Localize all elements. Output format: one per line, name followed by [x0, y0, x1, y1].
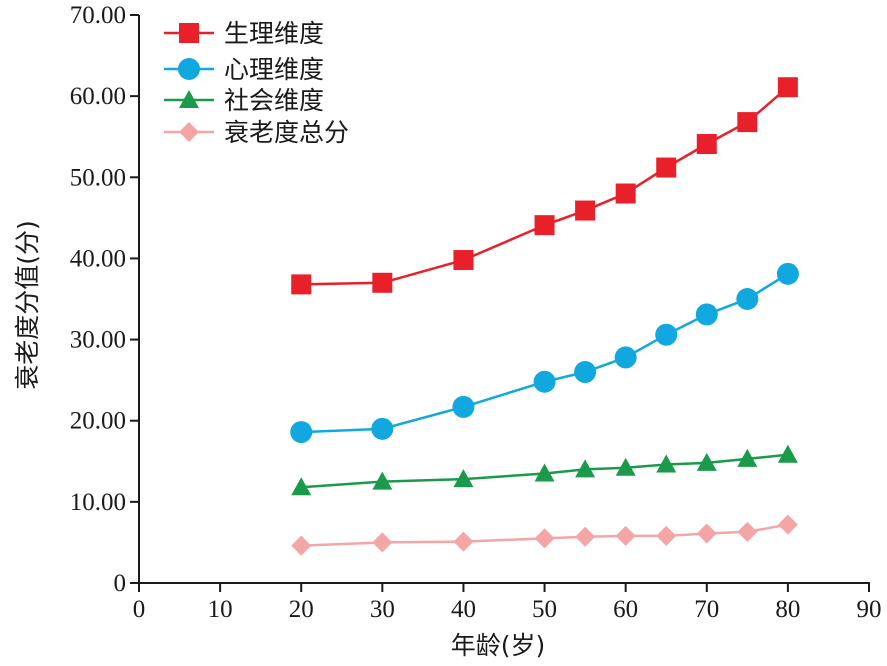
- data-point: [533, 370, 556, 393]
- x-tick-label: 10: [208, 596, 233, 623]
- y-ticks: 0 10.00 20.00 30.00 40.00 50.00 60.00 70.00: [70, 2, 139, 597]
- legend-marker: [179, 23, 199, 43]
- legend-item: 衰老度总分: [164, 118, 349, 147]
- x-tick-label: 70: [694, 596, 719, 623]
- series-layer: [290, 77, 799, 556]
- series-line: [301, 86, 789, 286]
- legend-label: 衰老度总分: [224, 118, 349, 147]
- series-line: [301, 272, 789, 434]
- y-tick-label: 0: [114, 570, 127, 597]
- data-point: [372, 471, 393, 490]
- series-line: [301, 523, 789, 547]
- y-tick-label: 10.00: [70, 489, 126, 516]
- x-tick-label: 50: [532, 596, 557, 623]
- data-point: [575, 526, 596, 547]
- legend-marker: [178, 58, 200, 80]
- data-point: [371, 417, 394, 440]
- data-point: [737, 112, 758, 133]
- data-point: [777, 77, 798, 98]
- data-point: [776, 262, 799, 285]
- x-axis-title: 年龄(岁): [451, 631, 546, 660]
- data-point: [656, 454, 677, 473]
- data-point: [736, 288, 759, 310]
- legend-item: 心理维度: [164, 55, 324, 84]
- data-point: [372, 532, 393, 553]
- data-point: [695, 303, 718, 326]
- series-line: [301, 453, 789, 489]
- legend-label: 心理维度: [224, 55, 324, 84]
- y-tick-label: 60.00: [70, 83, 126, 110]
- data-point: [737, 521, 758, 542]
- data-point: [696, 452, 717, 471]
- x-ticks: 0 10 20 30 40 50 60 70 80 90: [133, 583, 882, 623]
- data-point: [452, 395, 475, 418]
- x-tick-label: 90: [857, 596, 882, 623]
- data-point: [696, 134, 717, 155]
- x-tick-label: 80: [775, 596, 800, 623]
- data-point: [534, 528, 555, 549]
- data-point: [453, 469, 474, 488]
- y-tick-label: 40.00: [70, 245, 126, 272]
- legend-item: 社会维度: [164, 86, 324, 115]
- legend-label: 生理维度: [224, 19, 324, 48]
- data-point: [574, 361, 597, 384]
- y-tick-label: 20.00: [70, 408, 126, 435]
- data-point: [696, 523, 717, 544]
- y-tick-label: 70.00: [70, 2, 126, 29]
- series-square: [291, 77, 798, 295]
- series-triangle: [291, 444, 798, 496]
- data-point: [777, 514, 798, 535]
- x-tick-label: 40: [451, 596, 476, 623]
- y-axis-title: 衰老度分值(分): [13, 220, 42, 390]
- data-point: [615, 183, 636, 204]
- data-point: [615, 525, 636, 546]
- data-point: [291, 274, 312, 295]
- y-tick-label: 30.00: [70, 327, 126, 354]
- data-point: [656, 157, 677, 178]
- series-diamond: [291, 514, 798, 556]
- data-point: [737, 448, 758, 467]
- data-point: [614, 346, 637, 369]
- series-circle: [290, 262, 799, 444]
- data-point: [655, 323, 678, 346]
- y-tick-label: 50.00: [70, 164, 126, 191]
- data-point: [453, 531, 474, 552]
- data-point: [656, 525, 677, 546]
- legend-item: 生理维度: [164, 19, 324, 48]
- data-point: [290, 421, 313, 444]
- data-point: [453, 250, 474, 271]
- x-tick-label: 20: [289, 596, 314, 623]
- data-point: [534, 215, 555, 236]
- data-point: [777, 444, 798, 463]
- data-point: [615, 457, 636, 476]
- data-point: [575, 200, 596, 221]
- legend-marker: [179, 122, 199, 142]
- x-tick-label: 30: [370, 596, 395, 623]
- x-tick-label: 0: [133, 596, 146, 623]
- legend-marker: [179, 90, 199, 108]
- data-point: [291, 477, 312, 496]
- legend-label: 社会维度: [224, 86, 324, 115]
- data-point: [291, 535, 312, 556]
- axes: [138, 15, 870, 584]
- data-point: [534, 463, 555, 482]
- data-point: [575, 459, 596, 478]
- data-point: [372, 272, 393, 293]
- x-tick-label: 60: [613, 596, 638, 623]
